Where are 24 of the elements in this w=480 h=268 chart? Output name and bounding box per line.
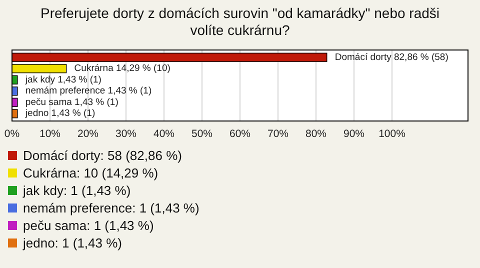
x-tick-label: 50%: [191, 128, 213, 140]
data-label: Cukrárna 14,29 % (10): [74, 63, 170, 74]
legend-label: Cukrárna: 10 (14,29 %): [23, 166, 158, 180]
x-tick-label: 60%: [229, 128, 251, 140]
data-label: nemám preference 1,43 % (1): [25, 86, 152, 97]
x-tick-label: 70%: [267, 128, 289, 140]
data-label: jedno 1,43 % (1): [24, 108, 96, 120]
x-tick-label: 20%: [77, 128, 99, 140]
legend-label: Domácí dorty: 58 (82,86 %): [23, 148, 182, 163]
x-tick-label: 10%: [39, 128, 61, 140]
legend-label: jak kdy: 1 (1,43 %): [22, 183, 131, 198]
legend-label: nemám preference: 1 (1,43 %): [23, 200, 200, 216]
x-tick-label: 80%: [305, 128, 327, 140]
legend-label: peču sama: 1 (1,43 %): [23, 218, 154, 233]
x-tick-label: 90%: [343, 128, 365, 140]
x-tick-label: 100%: [378, 128, 406, 140]
legend-label: jedno: 1 (1,43 %): [22, 236, 122, 250]
data-label: peču sama 1,43 % (1): [25, 96, 118, 108]
data-label: Domácí dorty 82,86 % (58): [334, 52, 448, 63]
x-tick-label: 0%: [4, 128, 20, 140]
chart-title: Preferujete dorty z domácích surovin "od kamarádky" nebo radši volíte cukrárnu?: [40, 5, 440, 38]
x-tick-label: 30%: [115, 128, 137, 140]
data-label: jak kdy 1,43 % (1): [24, 74, 102, 86]
x-tick-label: 40%: [153, 128, 175, 140]
